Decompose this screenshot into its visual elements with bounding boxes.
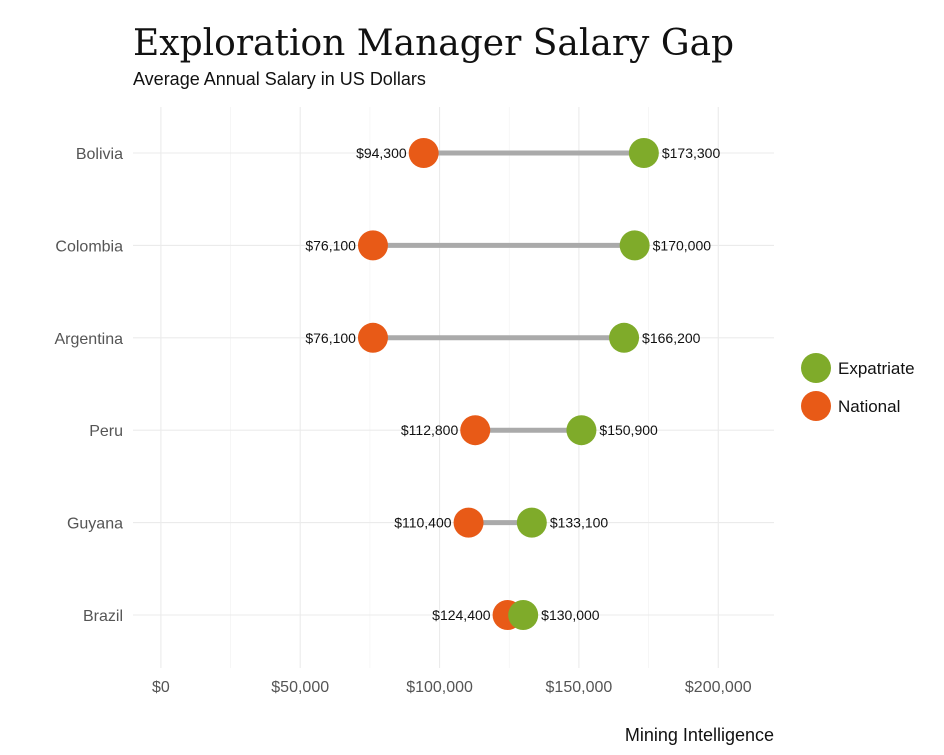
- y-tick-label: Argentina: [55, 331, 124, 348]
- data-points: [357, 138, 659, 630]
- gridlines: [133, 107, 774, 668]
- y-tick-label: Peru: [89, 423, 123, 440]
- expatriate-value-label: $133,100: [550, 515, 609, 531]
- y-tick-label: Bolivia: [76, 146, 123, 163]
- national-value-label: $94,300: [356, 145, 407, 161]
- expatriate-point: [508, 600, 539, 630]
- national-point: [408, 138, 439, 168]
- y-tick-label: Guyana: [67, 516, 123, 533]
- legend-label-expatriate: Expatriate: [838, 359, 915, 378]
- chart-subtitle: Average Annual Salary in US Dollars: [133, 69, 426, 89]
- national-point: [453, 507, 484, 538]
- x-tick-label: $0: [152, 679, 170, 696]
- national-value-label: $76,100: [305, 330, 356, 346]
- x-tick-label: $50,000: [271, 679, 329, 696]
- legend-label-national: National: [838, 397, 900, 416]
- x-tick-label: $200,000: [685, 679, 752, 696]
- expatriate-point: [609, 322, 640, 353]
- x-tick-label: $150,000: [546, 679, 613, 696]
- national-point: [357, 322, 388, 353]
- expatriate-point: [628, 138, 659, 168]
- national-point: [460, 415, 491, 446]
- expatriate-point: [516, 507, 547, 538]
- legend-swatch-expatriate: [801, 353, 831, 383]
- data-labels: $94,300 $173,300 $76,100 $170,000 $76,100 $16…: [305, 145, 720, 623]
- x-tick-label: $100,000: [406, 679, 473, 696]
- national-value-label: $76,100: [305, 237, 356, 253]
- expatriate-value-label: $166,200: [642, 330, 701, 346]
- expatriate-value-label: $173,300: [662, 145, 721, 161]
- legend: Expatriate National: [801, 353, 915, 421]
- expatriate-value-label: $150,900: [599, 422, 658, 438]
- national-value-label: $112,800: [401, 422, 459, 438]
- chart-title: Exploration Manager Salary Gap: [133, 23, 734, 64]
- x-axis: $0 $50,000 $100,000 $150,000 $200,000: [152, 679, 752, 696]
- expatriate-point: [566, 415, 597, 446]
- expatriate-value-label: $170,000: [653, 237, 712, 253]
- national-value-label: $110,400: [394, 515, 452, 531]
- national-value-label: $124,400: [432, 607, 491, 623]
- y-axis: Bolivia Colombia Argentina Peru Guyana Brazil: [55, 146, 124, 625]
- expatriate-value-label: $130,000: [541, 607, 600, 623]
- legend-swatch-national: [801, 391, 831, 421]
- y-tick-label: Colombia: [55, 238, 123, 255]
- y-tick-label: Brazil: [83, 608, 123, 625]
- expatriate-point: [619, 230, 650, 261]
- national-point: [357, 230, 388, 261]
- chart-caption: Mining Intelligence: [625, 725, 774, 745]
- connectors: [372, 150, 644, 618]
